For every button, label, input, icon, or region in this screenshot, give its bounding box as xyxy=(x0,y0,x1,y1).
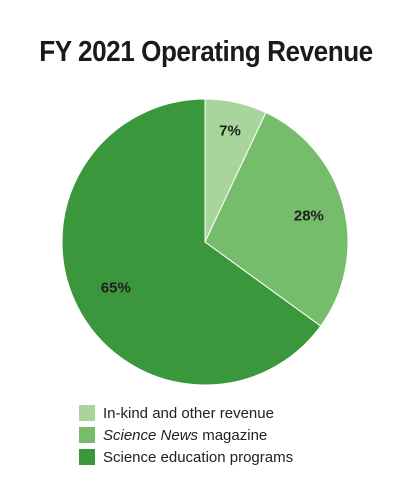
slice-label-education: 65% xyxy=(101,279,131,296)
legend-label-science-news: Science News magazine xyxy=(103,426,268,444)
slice-label-in-kind: 7% xyxy=(219,122,241,139)
legend-swatch-in-kind xyxy=(79,405,95,421)
legend-item-science-news: Science News magazine xyxy=(79,424,293,446)
legend-item-in-kind: In-kind and other revenue xyxy=(79,402,293,424)
legend-item-education: Science education programs xyxy=(79,446,293,468)
legend: In-kind and other revenue Science News m… xyxy=(79,402,293,468)
chart-title: FY 2021 Operating Revenue xyxy=(39,36,373,68)
legend-swatch-education xyxy=(79,449,95,465)
legend-label-in-kind: In-kind and other revenue xyxy=(103,404,274,422)
slice-education xyxy=(61,98,322,386)
legend-swatch-science-news xyxy=(79,427,95,443)
legend-label-education: Science education programs xyxy=(103,448,294,466)
slice-label-science-news: 28% xyxy=(294,207,324,224)
slice-science-news xyxy=(204,111,349,327)
